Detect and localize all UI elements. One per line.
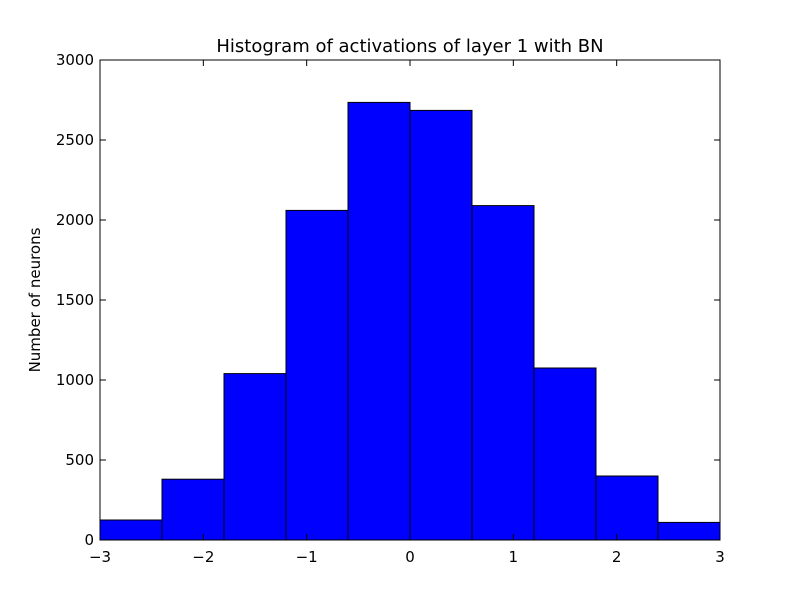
plot-frame [99, 59, 721, 541]
y-tick-label: 0 [84, 531, 94, 549]
ticks-group: −3 −2 −1 0 1 2 3 0 500 1000 1500 2000 2500 3000 [56, 51, 725, 566]
histogram-bar [595, 475, 659, 541]
x-tick-label: −3 [89, 548, 111, 566]
x-tick-label: 0 [405, 548, 415, 566]
y-tick-label: 2000 [56, 211, 94, 229]
chart-title: Histogram of activations of layer 1 with… [216, 36, 603, 57]
y-axis-label: Number of neurons [26, 227, 44, 372]
histogram-bar [347, 101, 411, 541]
x-tick-label: −2 [192, 548, 214, 566]
histogram-bar [409, 109, 473, 541]
x-tick-label: 3 [715, 548, 725, 566]
histogram-bar [161, 478, 225, 541]
y-tick-label: 1500 [56, 291, 94, 309]
y-tick-label: 500 [65, 451, 94, 469]
histogram-bar [99, 519, 163, 541]
histogram-bar [657, 521, 721, 541]
y-tick-label: 1000 [56, 371, 94, 389]
y-tick-label: 2500 [56, 131, 94, 149]
x-tick-label: −1 [296, 548, 318, 566]
histogram-bar [471, 205, 535, 541]
x-tick-label: 2 [612, 548, 622, 566]
histogram-bar [285, 209, 349, 541]
histogram-bar [223, 373, 287, 541]
x-tick-label: 1 [509, 548, 519, 566]
histogram-bar [533, 367, 597, 541]
bars-group [99, 101, 721, 541]
y-tick-label: 3000 [56, 51, 94, 69]
